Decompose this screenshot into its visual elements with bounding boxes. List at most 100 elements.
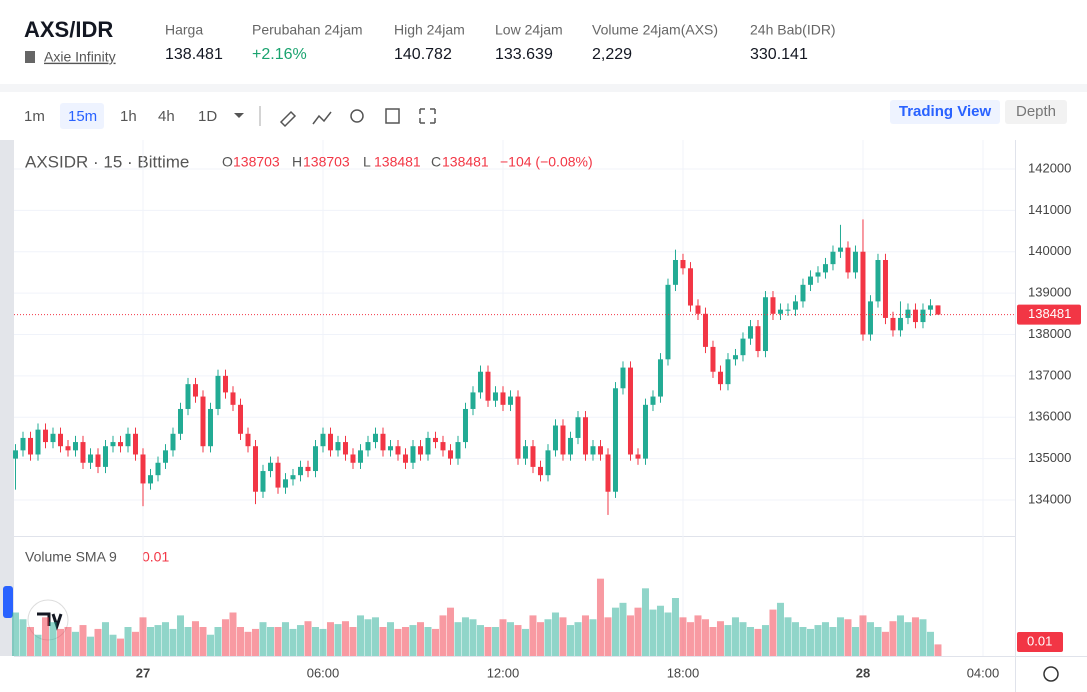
volume-bar (34, 634, 42, 656)
candle-body (642, 404, 648, 459)
x-tick-label: 18:00 (667, 665, 700, 680)
candle-body (522, 446, 528, 459)
volume-bar (131, 631, 139, 656)
y-tick-label: 142000 (1028, 160, 1071, 175)
dropdown-arrow[interactable] (234, 113, 244, 118)
candle-body (440, 442, 446, 451)
coin-name[interactable]: Axie Infinity (44, 49, 116, 65)
stat-label: High 24jam (394, 22, 465, 38)
header-card (0, 0, 1087, 84)
volume-bar (746, 627, 754, 656)
candle-body (192, 384, 198, 397)
candle-body (282, 479, 288, 488)
stat-value: 330.141 (750, 46, 808, 63)
volume-bar (394, 628, 402, 656)
candle-body (590, 446, 596, 455)
candle-body (500, 392, 506, 405)
candle-body (575, 417, 581, 438)
ohlc-label: C (431, 154, 441, 170)
candle-body (327, 433, 333, 451)
candle-body (507, 396, 513, 405)
candle-body (230, 392, 236, 405)
volume-bar (319, 628, 327, 656)
candle-body (485, 371, 491, 401)
volume-bar (694, 615, 702, 656)
volume-bar (454, 622, 462, 656)
volume-bar (551, 612, 559, 656)
ohlc-value: 138703 (233, 154, 280, 170)
candle-body (935, 305, 941, 315)
coin-icon (25, 51, 35, 63)
y-tick-label: 139000 (1028, 285, 1071, 300)
y-tick-label: 141000 (1028, 202, 1071, 217)
candle-body (635, 454, 641, 459)
interval-button[interactable]: 15m (68, 108, 97, 125)
volume-bar (911, 617, 919, 656)
volume-bar (401, 627, 409, 656)
candle-body (687, 268, 693, 306)
volume-bar (379, 627, 387, 656)
candle-body (612, 388, 618, 492)
candle-body (252, 446, 258, 492)
interval-button[interactable]: 4h (158, 108, 175, 125)
candle-body (650, 396, 656, 405)
view-tab-active[interactable] (890, 100, 1000, 124)
view-tab[interactable] (1005, 100, 1067, 124)
volume-bar (341, 621, 349, 656)
candle-body (455, 442, 461, 459)
candle-body (267, 462, 273, 472)
volume-bar (761, 625, 769, 656)
volume-bar (124, 627, 132, 656)
volume-bar (79, 625, 87, 656)
stat-value: 138.481 (165, 46, 223, 63)
candle-body (140, 454, 146, 484)
side-tab[interactable] (3, 586, 13, 618)
volume-bar (574, 622, 582, 656)
volume-bar (529, 615, 537, 656)
chart-card (0, 92, 1087, 692)
volume-bar (536, 622, 544, 656)
interval-button[interactable]: 1h (120, 108, 137, 125)
volume-bar (709, 627, 717, 656)
candle-body (117, 442, 123, 447)
candle-body (65, 446, 71, 451)
volume-bar (791, 622, 799, 656)
view-button[interactable]: Trading View (899, 103, 992, 120)
volume-bar (461, 617, 469, 656)
volume-bar (919, 619, 927, 656)
volume-bar (889, 621, 897, 656)
candle-body (245, 433, 251, 447)
volume-bar (784, 617, 792, 656)
candle-body (777, 309, 783, 314)
candle-body (620, 367, 626, 389)
stat-value: 133.639 (495, 46, 553, 63)
view-button[interactable]: Depth (1016, 103, 1056, 120)
volume-bar (101, 622, 109, 656)
volume-bar (416, 622, 424, 656)
interval-button[interactable]: 1m (24, 108, 45, 125)
volume-bar (499, 619, 507, 656)
candle-body (815, 272, 821, 277)
candle-body (882, 260, 888, 318)
candle-body (762, 297, 768, 352)
y-tick-label: 134000 (1028, 491, 1071, 506)
volume-bar (491, 627, 499, 656)
candle-body (537, 466, 543, 476)
candle-body (695, 305, 701, 314)
volume-bar (326, 622, 334, 656)
volume-bar (281, 622, 289, 656)
volume-bar (439, 615, 447, 656)
candle-body (365, 442, 371, 451)
volume-bar (221, 619, 229, 656)
volume-bar (206, 634, 214, 656)
candle-body (275, 462, 281, 488)
candle-body (50, 433, 56, 443)
candle-body (867, 301, 873, 335)
volume-bar (836, 617, 844, 656)
candle-body (410, 446, 416, 463)
settings-icon[interactable] (1043, 666, 1059, 682)
volume-bar (874, 627, 882, 656)
volume-bar (581, 615, 589, 656)
candle-body (680, 260, 686, 269)
interval-button[interactable]: 1D (198, 108, 217, 125)
